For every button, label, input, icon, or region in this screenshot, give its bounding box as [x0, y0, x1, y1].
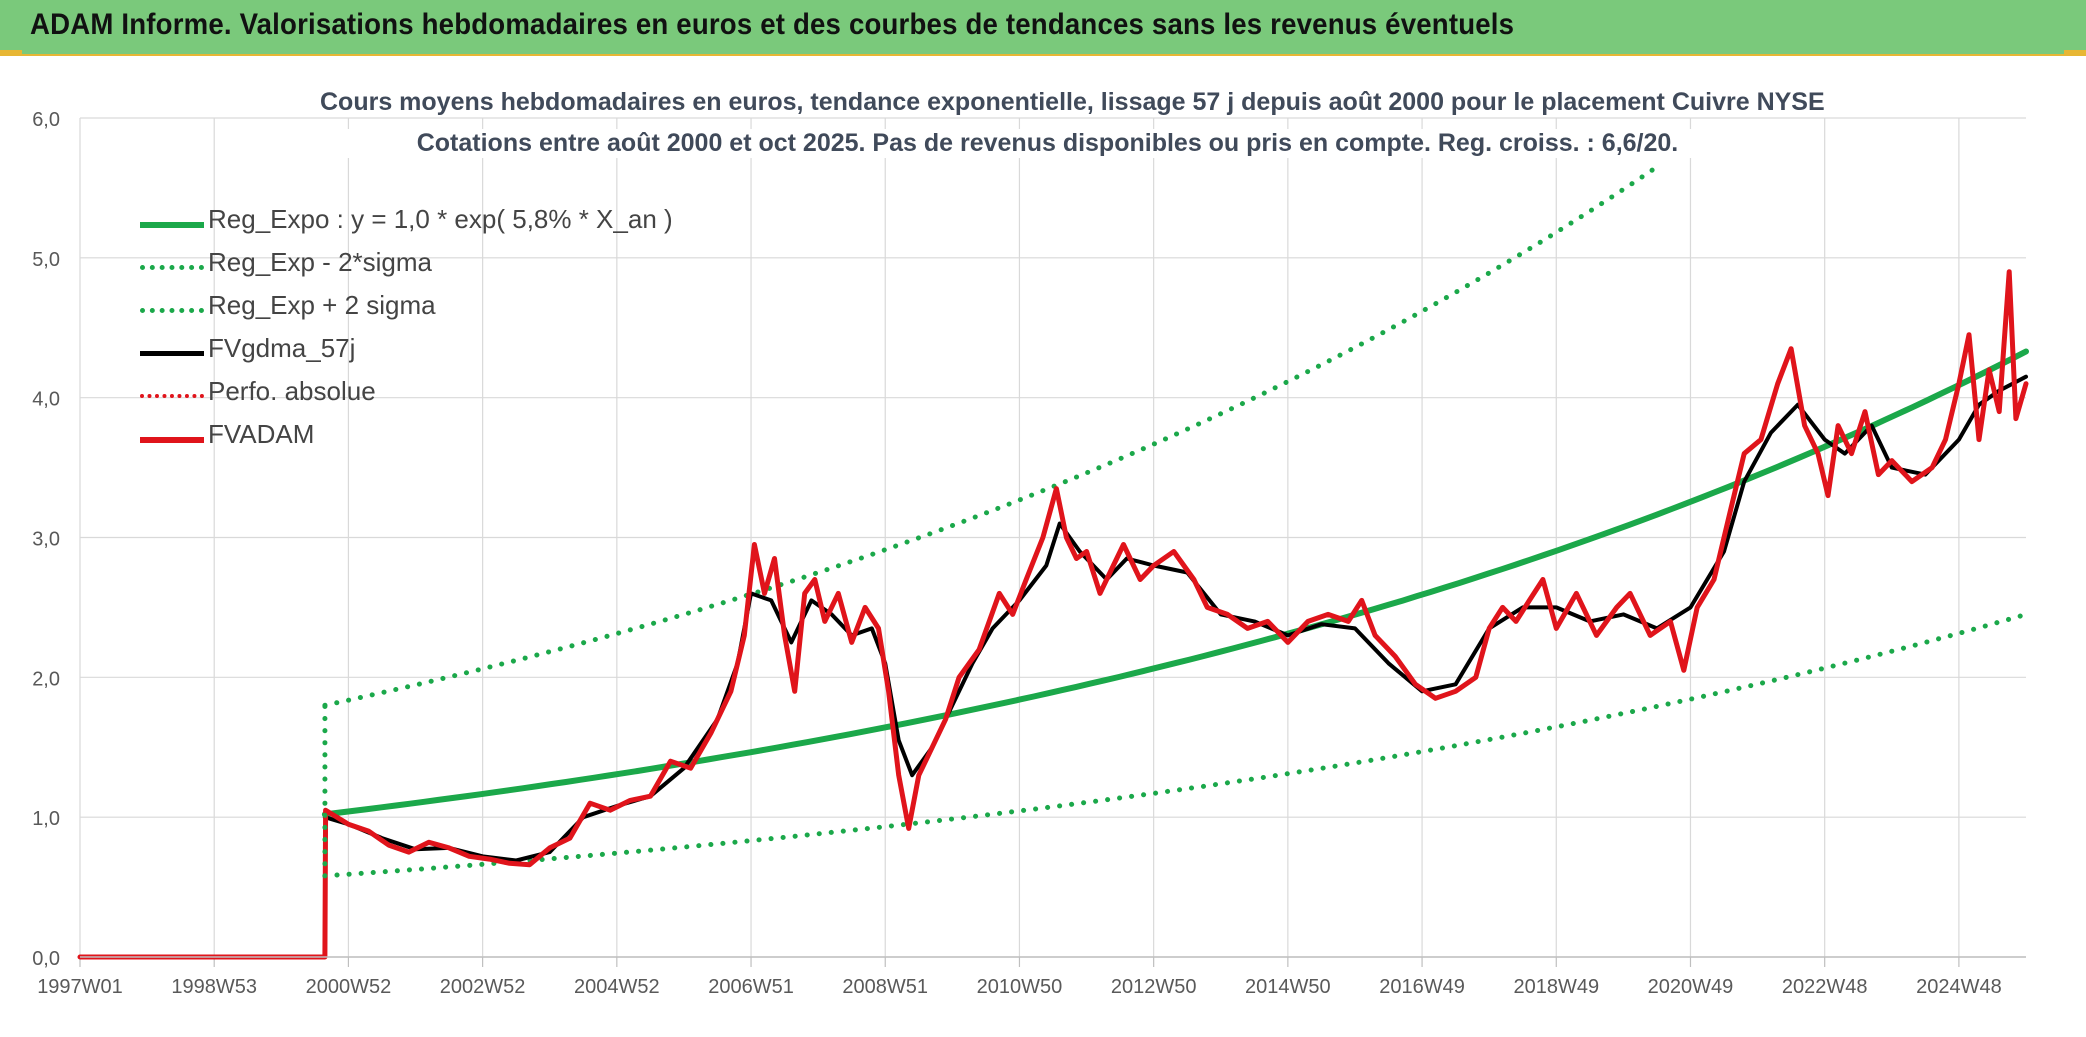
corner-mark-left	[0, 50, 22, 58]
title-bar: ADAM Informe. Valorisations hebdomadaire…	[0, 0, 2086, 56]
legend-swatch-solid-red	[140, 437, 204, 443]
x-tick-label: 2006W51	[708, 976, 794, 998]
series-layer	[77, 164, 2029, 960]
corner-mark-right	[2064, 50, 2086, 58]
legend-label: FVgdma_57j	[208, 333, 356, 363]
y-axis-ticks: 0,0 1,0 2,0 3,0 4,0 5,0 6,0	[32, 109, 60, 970]
legend-swatch-dotted-green	[140, 308, 204, 313]
x-tick-label: 2008W51	[842, 976, 928, 998]
line-chart: 0,0 1,0 2,0 3,0 4,0 5,0 6,0 1997W01 1998W53 2000…	[0, 56, 2086, 1037]
chart-title: Cours moyens hebdomadaires en euros, ten…	[320, 88, 1825, 117]
chart-subtitle: Cotations entre août 2000 et oct 2025. P…	[320, 129, 1775, 158]
series-line	[77, 269, 2029, 960]
legend-swatch-solid-green	[140, 222, 204, 228]
x-tick-label: 2020W49	[1648, 976, 1734, 998]
x-tick-label: 2014W50	[1245, 976, 1331, 998]
legend-label: Reg_Expo : y = 1,0 * exp( 5,8% * X_an )	[208, 204, 673, 234]
y-tick-label: 3,0	[32, 529, 60, 551]
x-axis-ticks: 1997W01 1998W53 2000W52 2002W52 2004W52 2006W…	[37, 976, 2002, 998]
x-tick-label: 2004W52	[574, 976, 660, 998]
x-tick-label: 2012W50	[1111, 976, 1197, 998]
x-tick-label: 1997W01	[37, 976, 123, 998]
y-tick-label: 0,0	[32, 948, 60, 970]
y-tick-label: 4,0	[32, 389, 60, 411]
y-tick-label: 1,0	[32, 808, 60, 830]
grid	[79, 117, 2026, 967]
x-tick-label: 2022W48	[1782, 976, 1868, 998]
y-tick-label: 2,0	[32, 668, 60, 690]
legend-label: Reg_Exp + 2 sigma	[208, 290, 436, 320]
legend-swatch-dotted-green	[140, 265, 204, 270]
y-tick-label: 5,0	[32, 249, 60, 271]
x-tick-label: 2016W49	[1379, 976, 1465, 998]
x-tick-label: 1998W53	[171, 976, 257, 998]
legend-swatch-dotted-red	[140, 394, 204, 398]
x-tick-label: 2010W50	[977, 976, 1063, 998]
x-tick-label: 2024W48	[1916, 976, 2002, 998]
series-line	[322, 164, 1660, 708]
y-tick-label: 6,0	[32, 109, 60, 131]
x-tick-label: 2018W49	[1513, 976, 1599, 998]
legend-label: Reg_Exp - 2*sigma	[208, 247, 432, 277]
page-title: ADAM Informe. Valorisations hebdomadaire…	[30, 8, 1515, 41]
legend-label: FVADAM	[208, 419, 315, 449]
legend-label: Perfo. absolue	[208, 376, 376, 406]
x-tick-label: 2000W52	[306, 976, 392, 998]
x-tick-label: 2002W52	[440, 976, 526, 998]
legend-swatch-solid-black	[140, 351, 204, 356]
